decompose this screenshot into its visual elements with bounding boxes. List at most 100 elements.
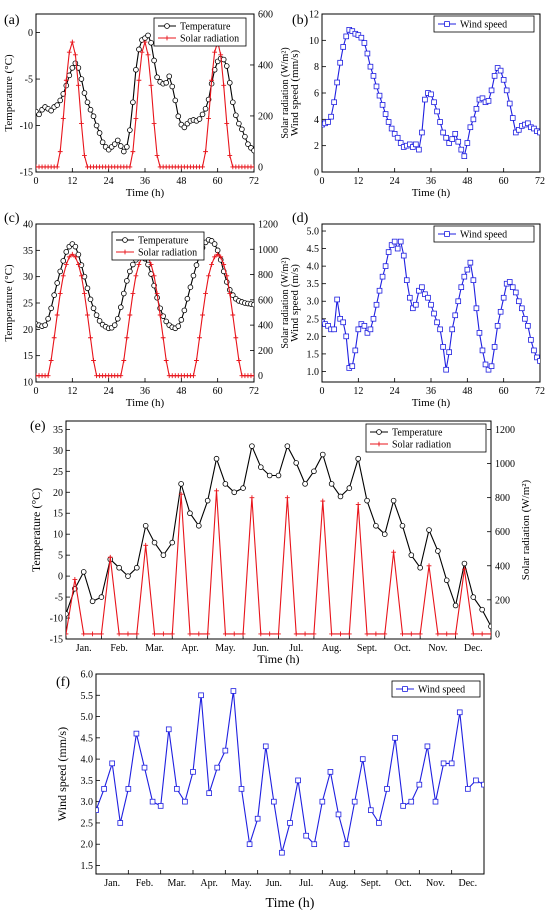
data-point <box>458 146 465 153</box>
data-point <box>99 139 106 146</box>
data-point <box>175 113 182 120</box>
data-point <box>154 74 160 80</box>
data-point <box>522 315 528 322</box>
x-tick-label: 24 <box>390 176 400 187</box>
data-point <box>133 66 139 73</box>
data-point <box>431 99 437 106</box>
data-point <box>422 96 428 103</box>
data-point <box>178 317 185 323</box>
x-tick-label: Dec. <box>459 878 478 889</box>
data-point <box>491 73 498 79</box>
y-tick-label: 1.0 <box>307 367 320 378</box>
data-point <box>133 116 139 121</box>
series-group <box>66 443 491 637</box>
data-point <box>319 798 326 805</box>
data-point <box>190 272 197 279</box>
legend-label: Solar radiation <box>138 248 197 259</box>
data-point <box>262 743 269 750</box>
data-point <box>84 99 91 106</box>
x-tick-label: Feb. <box>136 878 154 889</box>
x-tick-label: 36 <box>426 176 436 187</box>
data-point <box>203 149 208 155</box>
data-point <box>337 59 343 66</box>
data-point <box>75 251 82 258</box>
x-axis-label: Time (h) <box>126 187 165 199</box>
data-point <box>57 97 64 104</box>
data-point <box>174 786 180 792</box>
data-point <box>148 40 154 46</box>
y-tick-label: 5 <box>58 551 63 562</box>
data-point <box>416 781 423 788</box>
data-point <box>78 262 85 268</box>
data-point <box>444 231 450 237</box>
data-point <box>145 52 151 58</box>
data-point <box>127 127 133 133</box>
data-point <box>373 523 379 529</box>
data-point <box>193 262 200 268</box>
data-point <box>66 254 72 260</box>
y2-tick-label: 600 <box>258 295 273 306</box>
data-point <box>448 760 455 767</box>
data-point <box>96 807 99 813</box>
data-point <box>359 756 366 762</box>
data-point <box>48 107 54 114</box>
data-point <box>224 121 230 126</box>
data-point <box>214 488 219 494</box>
x-tick-label: 48 <box>462 176 472 187</box>
data-point <box>417 564 423 571</box>
y2-tick-label: 200 <box>258 111 273 122</box>
x-tick-label: Sept. <box>361 878 381 889</box>
data-point <box>69 39 75 45</box>
data-point <box>116 631 122 637</box>
data-point <box>276 631 281 637</box>
data-point <box>509 115 516 121</box>
data-point <box>455 138 462 145</box>
data-point <box>163 318 169 325</box>
data-point <box>400 803 406 809</box>
data-point <box>213 455 220 462</box>
data-point <box>335 811 342 818</box>
data-point <box>390 497 397 504</box>
data-point <box>440 344 446 350</box>
data-point <box>127 312 133 318</box>
data-point <box>426 527 432 533</box>
data-point <box>240 485 246 491</box>
data-point <box>435 631 441 637</box>
y-tick-label: 0 <box>28 28 33 39</box>
data-point <box>165 726 172 733</box>
data-point <box>302 631 308 637</box>
data-point <box>370 73 377 79</box>
data-point <box>114 137 121 144</box>
data-point <box>60 273 66 279</box>
data-point <box>163 358 169 363</box>
data-point <box>78 76 85 82</box>
data-point <box>48 305 54 312</box>
data-point <box>218 52 224 58</box>
y2-tick-label: 200 <box>258 346 273 357</box>
chart-panel-d: 0 12 24 36 48 60 72 1.0 1.5 2.0 2.5 3.0 3.5 4.0 4.5 5.0… <box>289 211 545 409</box>
data-point <box>142 39 148 45</box>
x-axis-label: Time (h) <box>412 187 451 199</box>
data-point <box>221 262 227 267</box>
data-point <box>355 502 361 507</box>
data-point <box>443 577 450 584</box>
panel-label: (c) <box>4 211 20 226</box>
data-point <box>340 319 346 326</box>
y-tick-label: 12 <box>309 10 319 21</box>
data-point <box>169 83 176 90</box>
x-tick-label: 60 <box>499 386 509 397</box>
data-point <box>90 305 97 312</box>
data-point <box>319 451 326 458</box>
data-point <box>224 273 230 279</box>
data-point <box>437 119 443 125</box>
data-point <box>242 133 248 140</box>
data-point <box>287 820 293 826</box>
data-point <box>251 147 254 154</box>
data-point <box>384 786 390 792</box>
data-point <box>209 77 215 83</box>
data-point <box>84 285 91 292</box>
data-point <box>331 99 337 106</box>
data-point <box>479 95 486 102</box>
series-group <box>96 688 484 856</box>
